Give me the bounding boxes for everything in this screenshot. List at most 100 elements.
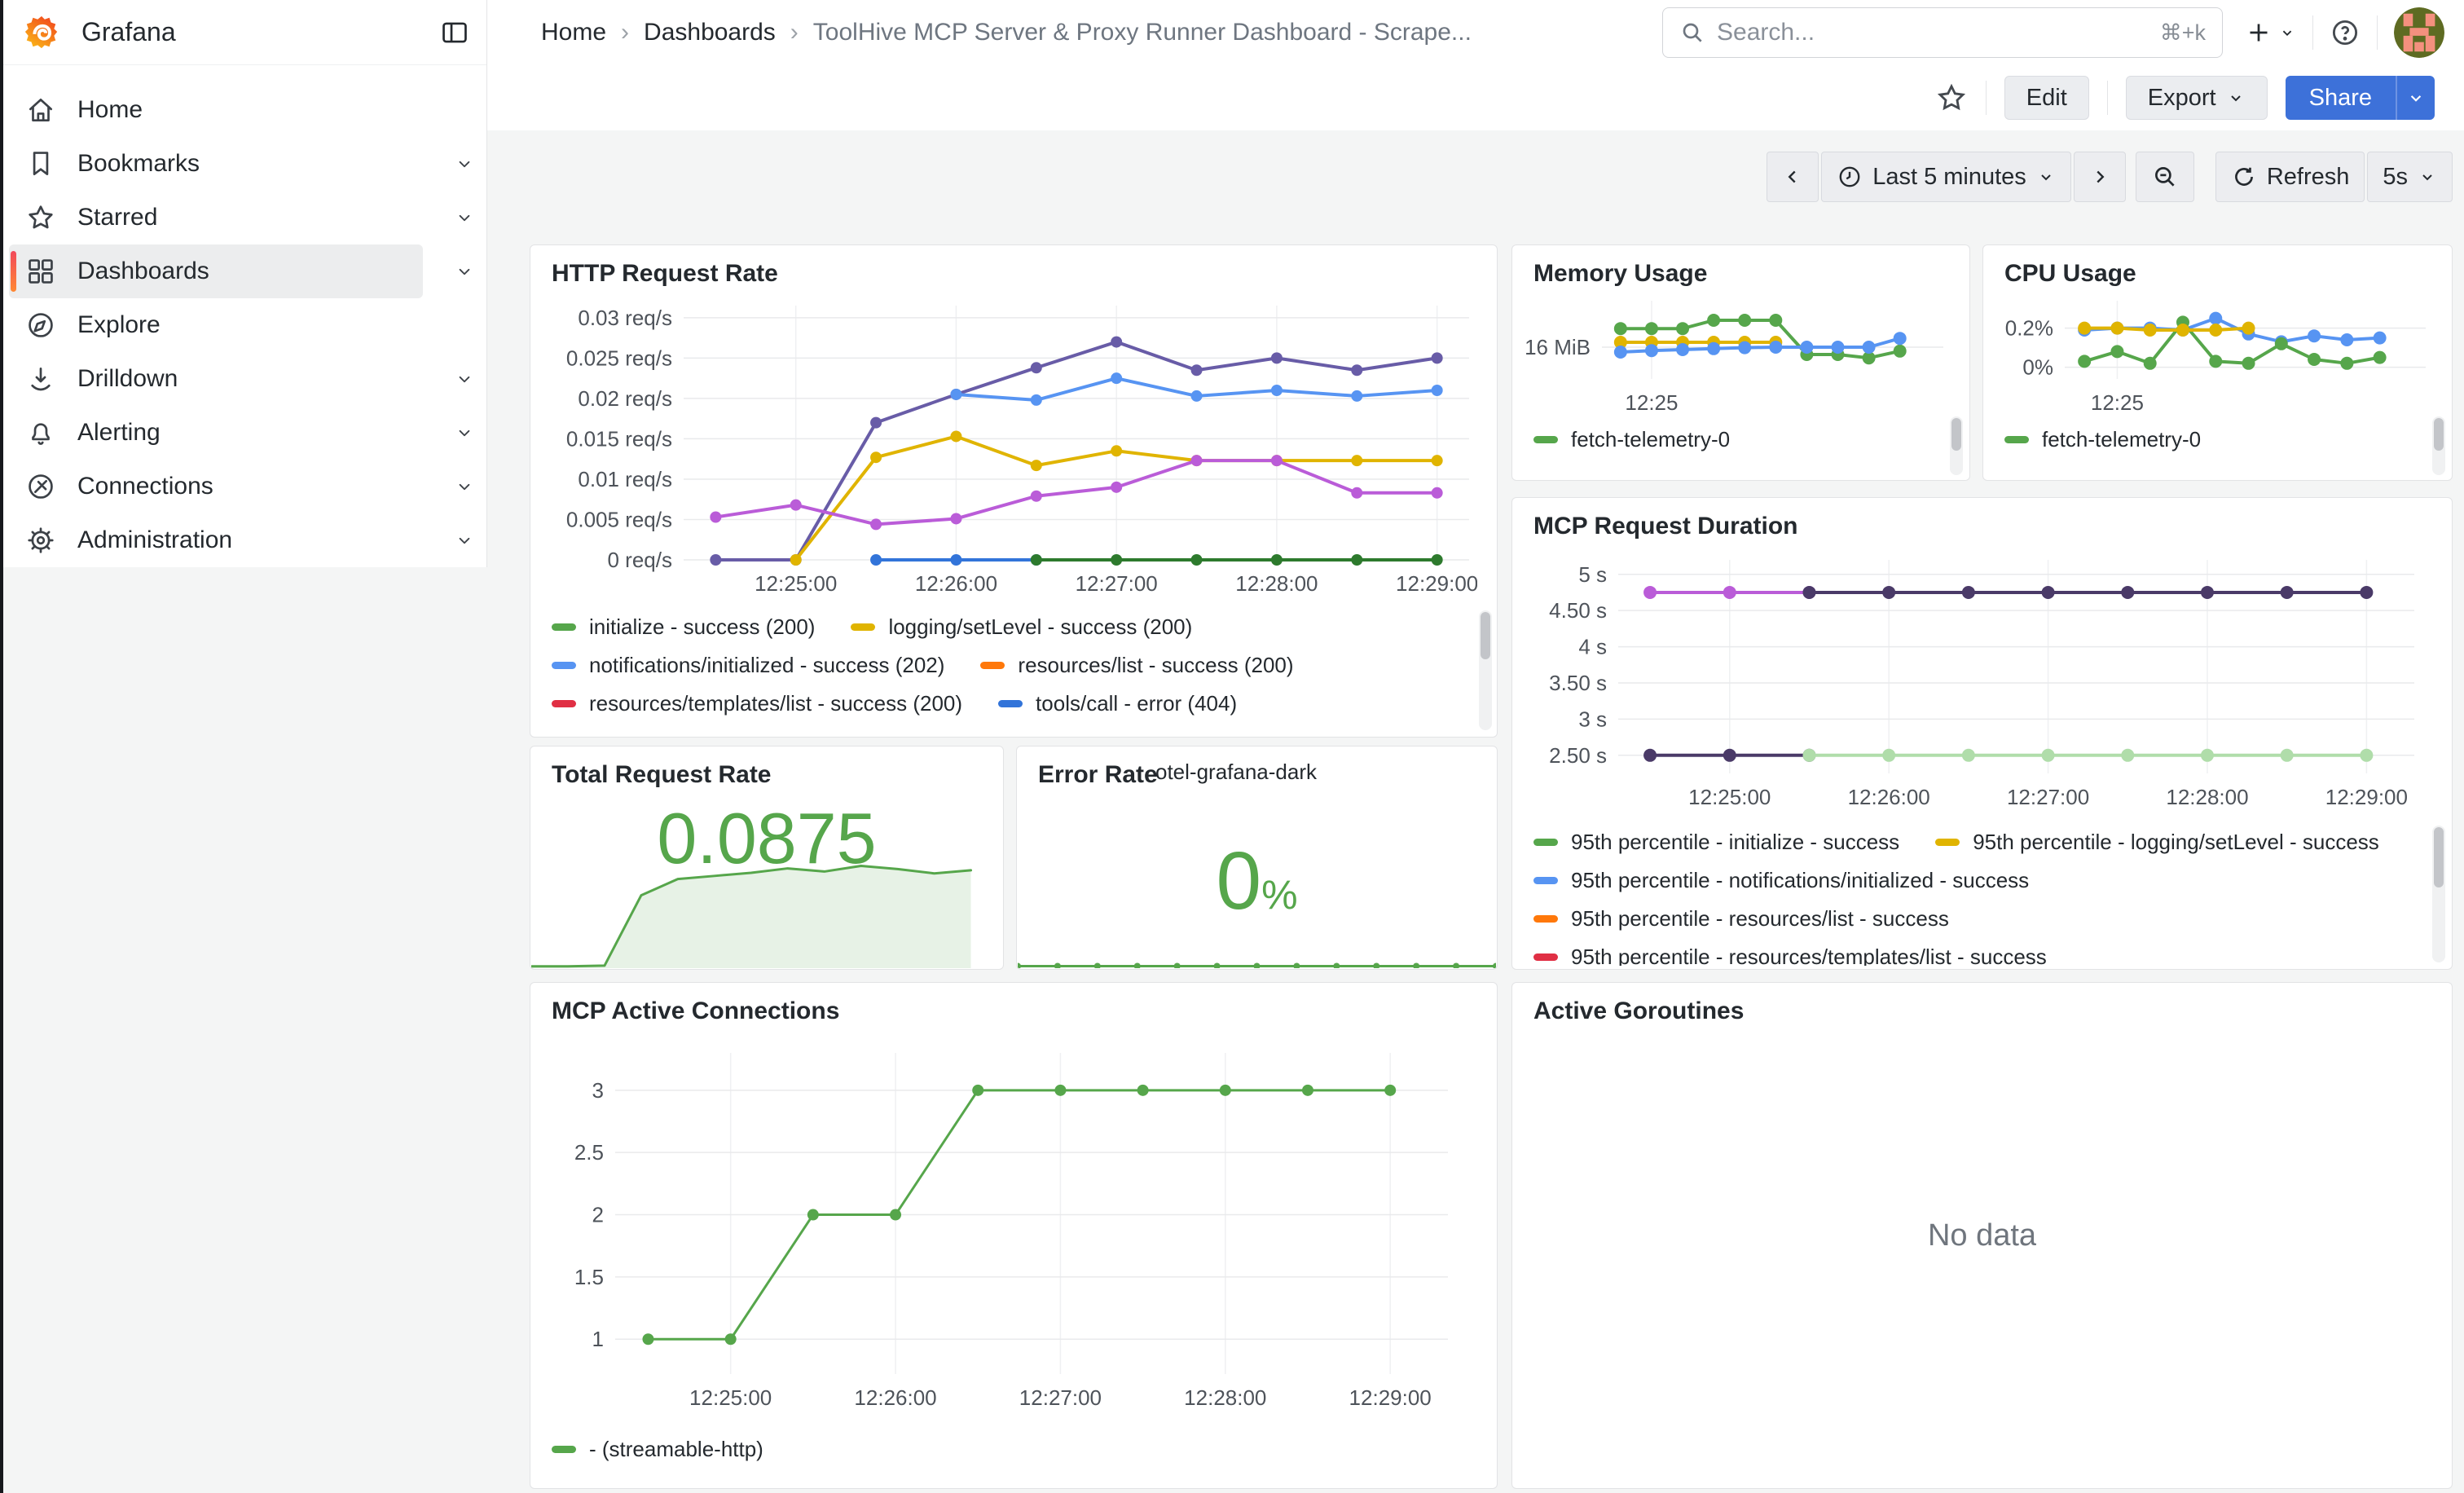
panel-title[interactable]: HTTP Request Rate xyxy=(552,260,778,287)
chevron-left-icon xyxy=(1788,170,1796,183)
sidebar-item-starred[interactable]: Starred xyxy=(9,191,470,244)
legend-swatch xyxy=(980,661,1005,669)
sidebar-item-bookmarks[interactable]: Bookmarks xyxy=(9,137,470,191)
search-input[interactable]: Search... ⌘+k xyxy=(1662,7,2223,58)
time-shift-forward-button[interactable] xyxy=(2073,152,2126,202)
chevron-down-icon xyxy=(459,268,470,275)
brand-title: Grafana xyxy=(81,17,176,46)
legend-item[interactable]: initialize - success (200) xyxy=(552,614,815,640)
chevron-right-icon xyxy=(2097,170,2105,183)
legend-item[interactable]: 95th percentile - notifications/initiali… xyxy=(1533,868,2029,893)
divider xyxy=(2377,15,2378,50)
mcp-active-connections-legend: - (streamable-http) xyxy=(552,1433,1464,1482)
breadcrumb-item[interactable]: Dashboards xyxy=(644,19,776,46)
zoom-out-button[interactable] xyxy=(2135,152,2194,202)
dashboard-canvas: Last 5 minutes xyxy=(487,130,2464,1493)
time-shift-back-button[interactable] xyxy=(1767,152,1819,202)
dock-sidebar-button[interactable] xyxy=(439,17,470,48)
legend-swatch xyxy=(1533,876,1558,884)
mcp-active-connections-chart[interactable]: 12:25:00 12:26:00 12:27:00 12:28:00 12:29:00… xyxy=(547,1037,1472,1420)
svg-text:0.015 req/s: 0.015 req/s xyxy=(566,426,672,451)
share-button[interactable]: Share xyxy=(2285,76,2396,120)
legend-item[interactable]: 95th percentile - resources/list - succe… xyxy=(1533,906,1949,931)
legend-item[interactable]: fetch-telemetry-0 xyxy=(2004,427,2201,452)
legend-item[interactable]: logging/setLevel - success (200) xyxy=(851,614,1192,640)
total-request-rate-value: 0.0875 xyxy=(657,798,877,879)
favorite-star-button[interactable] xyxy=(1935,81,1968,114)
legend-item[interactable]: resources/templates/list - success (200) xyxy=(552,691,962,716)
legend-item[interactable]: notifications/initialized - success (202… xyxy=(552,653,944,678)
svg-text:2: 2 xyxy=(592,1203,604,1227)
svg-text:0%: 0% xyxy=(2022,355,2053,380)
plus-icon xyxy=(2250,24,2268,42)
panel-title[interactable]: MCP Request Duration xyxy=(1533,513,1798,540)
svg-text:12:29:00: 12:29:00 xyxy=(2325,785,2408,809)
legend-scrollbar[interactable] xyxy=(1479,610,1492,730)
sidebar-item-home[interactable]: Home xyxy=(9,83,423,137)
panel-title[interactable]: Total Request Rate xyxy=(552,761,772,788)
grafana-logo-icon[interactable] xyxy=(23,14,60,51)
sidebar-item-administration[interactable]: Administration xyxy=(9,513,470,567)
breadcrumb-separator: › xyxy=(621,19,630,46)
refresh-button[interactable]: Refresh xyxy=(2215,152,2365,202)
legend-item[interactable]: unknown - success (200) xyxy=(1159,729,1432,733)
svg-text:12:27:00: 12:27:00 xyxy=(1076,571,1158,596)
legend-scrollbar[interactable] xyxy=(2432,416,2445,475)
legend-item[interactable]: 95th percentile - initialize - success xyxy=(1533,830,1899,855)
legend-swatch xyxy=(552,699,576,707)
help-button[interactable] xyxy=(2330,17,2361,48)
cpu-usage-chart[interactable]: 12:25 0.2% 0% xyxy=(1995,288,2437,415)
svg-text:12:25:00: 12:25:00 xyxy=(755,571,837,596)
panel-title[interactable]: MCP Active Connections xyxy=(552,998,840,1024)
legend-item[interactable]: 95th percentile - logging/setLevel - suc… xyxy=(1935,830,2379,855)
svg-text:0.01 req/s: 0.01 req/s xyxy=(578,467,672,491)
chevron-down-icon xyxy=(2282,30,2292,37)
add-new-button[interactable] xyxy=(2244,18,2296,47)
panel-title[interactable]: Active Goroutines xyxy=(1533,998,1745,1024)
compass-icon xyxy=(29,313,53,337)
chevron-down-icon xyxy=(2230,95,2241,102)
divider xyxy=(2106,81,2108,115)
mcp-request-duration-chart[interactable]: 12:25:00 12:26:00 12:27:00 12:28:00 12:29:00… xyxy=(1529,547,2431,816)
refresh-interval-picker[interactable]: 5s xyxy=(2367,152,2453,202)
legend-item[interactable]: tools/call - error (404) xyxy=(998,691,1237,716)
share-options-button[interactable] xyxy=(2396,76,2435,120)
search-icon xyxy=(1683,23,1702,42)
panel-title[interactable]: CPU Usage xyxy=(2004,260,2136,287)
zoom-out-icon xyxy=(2154,167,2175,187)
legend-item[interactable]: fetch-telemetry-0 xyxy=(1533,427,1730,452)
panel-title[interactable]: Memory Usage xyxy=(1533,260,1708,287)
svg-text:2.5: 2.5 xyxy=(574,1140,604,1165)
time-controls: Last 5 minutes xyxy=(1767,152,2453,202)
memory-usage-chart[interactable]: 12:25 16 MiB xyxy=(1524,288,1955,415)
edit-button[interactable]: Edit xyxy=(2004,76,2089,120)
legend-scrollbar[interactable] xyxy=(1950,416,1963,475)
legend-swatch xyxy=(1533,914,1558,923)
time-range-picker[interactable]: Last 5 minutes xyxy=(1821,152,2071,202)
gear-icon xyxy=(28,527,54,553)
legend-item[interactable]: tools/call - success (200) xyxy=(552,729,822,733)
legend-item[interactable]: - (streamable-http) xyxy=(552,1437,763,1462)
chevron-down-icon xyxy=(459,429,470,437)
legend-scrollbar[interactable] xyxy=(2432,826,2445,962)
sidebar-item-drilldown[interactable]: Drilldown xyxy=(9,352,470,406)
legend-item[interactable]: tools/list - success (200) xyxy=(858,729,1123,733)
no-data-message: No data xyxy=(1927,1218,2037,1253)
sidebar-item-connections[interactable]: Connections xyxy=(9,460,470,513)
memory-usage-legend: fetch-telemetry-0 xyxy=(1533,423,1937,473)
svg-text:0 req/s: 0 req/s xyxy=(608,548,673,572)
main-area: Home › Dashboards › ToolHive MCP Server & Pr… xyxy=(487,0,2464,1493)
http-request-rate-chart[interactable]: 12:25:00 12:26:00 12:27:00 12:28:00 12:29:00… xyxy=(547,294,1478,602)
export-button[interactable]: Export xyxy=(2125,76,2268,120)
sidebar-item-dashboards[interactable]: Dashboards xyxy=(9,244,470,298)
svg-text:2.50 s: 2.50 s xyxy=(1549,743,1607,768)
sidebar-item-alerting[interactable]: Alerting xyxy=(9,406,470,460)
panel-title[interactable]: Error Rate xyxy=(1038,761,1158,788)
legend-item[interactable]: 95th percentile - resources/templates/li… xyxy=(1533,945,2047,966)
sidebar-item-explore[interactable]: Explore xyxy=(9,298,423,352)
breadcrumb: Home › Dashboards › ToolHive MCP Server & Pr… xyxy=(541,19,1662,46)
breadcrumb-item[interactable]: Home xyxy=(541,19,607,46)
legend-item[interactable]: resources/list - success (200) xyxy=(980,653,1294,678)
user-avatar[interactable] xyxy=(2394,7,2444,58)
